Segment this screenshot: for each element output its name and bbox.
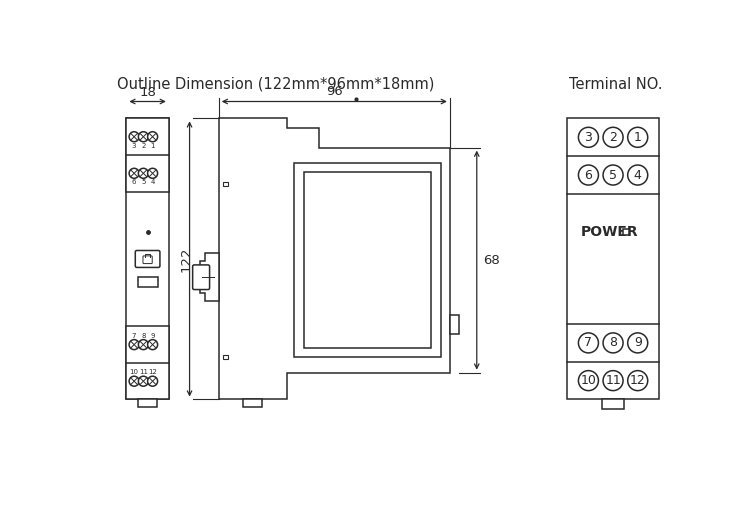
Circle shape	[129, 132, 140, 142]
Text: 2: 2	[609, 131, 617, 144]
Bar	[127, 327, 169, 400]
Text: 9: 9	[634, 337, 642, 350]
Bar	[138, 400, 157, 407]
Circle shape	[148, 132, 158, 142]
Text: 1: 1	[150, 142, 154, 149]
Bar	[224, 182, 228, 186]
Bar	[127, 119, 169, 400]
Text: 4: 4	[151, 179, 154, 185]
Bar	[127, 119, 169, 192]
Circle shape	[628, 165, 648, 185]
Text: 3: 3	[584, 131, 592, 144]
Text: 6: 6	[584, 169, 592, 182]
Bar	[137, 277, 158, 288]
Text: 68: 68	[483, 254, 500, 267]
Circle shape	[603, 165, 623, 185]
Text: 7: 7	[584, 337, 592, 350]
FancyBboxPatch shape	[135, 250, 160, 267]
Text: 18: 18	[140, 86, 156, 99]
Text: 122: 122	[179, 246, 192, 272]
Circle shape	[603, 371, 623, 391]
FancyBboxPatch shape	[143, 256, 152, 264]
Text: POWER: POWER	[580, 225, 638, 239]
Circle shape	[603, 333, 623, 353]
Circle shape	[138, 169, 148, 178]
Circle shape	[628, 127, 648, 148]
Circle shape	[603, 127, 623, 148]
Bar	[294, 163, 440, 357]
Text: 1: 1	[634, 131, 642, 144]
Circle shape	[578, 165, 598, 185]
Text: 11: 11	[139, 370, 148, 375]
Text: 5: 5	[609, 169, 617, 182]
Text: 4: 4	[634, 169, 642, 182]
Bar	[567, 119, 659, 400]
Text: 8: 8	[141, 333, 146, 339]
Text: 6: 6	[132, 179, 136, 185]
Circle shape	[148, 340, 158, 350]
Circle shape	[129, 169, 140, 178]
Polygon shape	[200, 254, 219, 301]
Circle shape	[138, 376, 148, 386]
Circle shape	[578, 127, 598, 148]
FancyBboxPatch shape	[193, 265, 209, 290]
Bar	[602, 400, 624, 409]
Circle shape	[129, 376, 140, 386]
Text: 12: 12	[148, 370, 157, 375]
Circle shape	[578, 333, 598, 353]
Bar	[224, 355, 228, 360]
Circle shape	[578, 371, 598, 391]
Text: 96: 96	[326, 86, 343, 98]
Bar	[450, 315, 459, 334]
Polygon shape	[219, 119, 450, 400]
Text: Outline Dimension (122mm*96mm*18mm): Outline Dimension (122mm*96mm*18mm)	[117, 77, 434, 92]
Text: 11: 11	[605, 374, 621, 387]
Bar	[623, 229, 629, 236]
Text: Terminal NO.: Terminal NO.	[569, 77, 663, 92]
Text: 12: 12	[630, 374, 646, 387]
Text: 9: 9	[150, 333, 154, 339]
Circle shape	[138, 132, 148, 142]
Circle shape	[148, 376, 158, 386]
Circle shape	[148, 169, 158, 178]
Circle shape	[138, 340, 148, 350]
Bar	[304, 172, 431, 348]
Text: 7: 7	[132, 333, 136, 339]
Text: 10: 10	[130, 370, 139, 375]
Text: 10: 10	[580, 374, 596, 387]
Text: 5: 5	[141, 179, 146, 185]
Circle shape	[129, 340, 140, 350]
Circle shape	[628, 333, 648, 353]
Text: 8: 8	[609, 337, 617, 350]
Text: 3: 3	[132, 142, 136, 149]
Bar	[244, 400, 262, 407]
Text: 2: 2	[141, 142, 146, 149]
Circle shape	[628, 371, 648, 391]
